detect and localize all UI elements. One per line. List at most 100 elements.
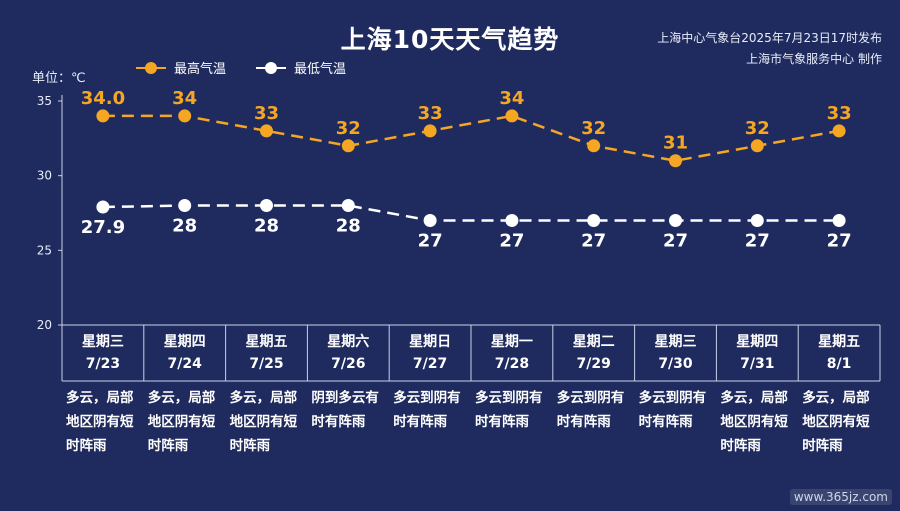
y-tick-label: 20 [37, 318, 52, 332]
day-header: 星期日 7/27 [389, 325, 471, 381]
low-temp-line [102, 204, 840, 222]
legend-marker-high [136, 61, 166, 74]
low-temp-label: 27 [663, 230, 688, 251]
low-temp-label: 27 [418, 230, 443, 251]
legend-item-low: 最低气温 [256, 58, 346, 77]
weather-description: 多云，局部地区阴有短时阵雨 [229, 390, 298, 454]
legend-label-high: 最高气温 [174, 62, 227, 77]
weather-description: 多云，局部地区阴有短时阵雨 [66, 390, 134, 454]
low-temp-point [423, 213, 437, 227]
day-header: 星期二 7/29 [553, 325, 635, 381]
low-temp-point [832, 213, 846, 227]
day-header: 星期三 7/23 [62, 325, 144, 381]
weekday-label: 星期三 [654, 334, 697, 350]
high-temp-point [505, 109, 519, 123]
high-temp-point [587, 139, 601, 153]
high-temp-point [750, 139, 764, 153]
unit-label: 单位：℃ [32, 71, 86, 86]
legend-label-low: 最低气温 [294, 62, 347, 77]
high-temp-label: 33 [254, 103, 279, 124]
date-label: 7/26 [331, 356, 366, 372]
high-temp-point [832, 124, 846, 138]
source-line-2: 上海市气象服务中心 制作 [746, 52, 882, 66]
date-label: 7/29 [576, 356, 611, 372]
weather-description: 多云，局部地区阴有短时阵雨 [720, 390, 788, 454]
day-header: 星期五 8/1 [798, 325, 880, 381]
high-temp-label: 33 [827, 103, 852, 124]
weather-description: 多云到阴有时有阵雨 [393, 390, 461, 430]
chart-title: 上海10天天气趋势 [340, 25, 560, 54]
y-tick-label: 25 [37, 243, 52, 257]
day-header: 星期四 7/31 [716, 325, 798, 381]
day-header: 星期三 7/30 [635, 325, 717, 381]
weather-description: 多云到阴有时有阵雨 [556, 390, 625, 430]
low-temp-label: 28 [336, 216, 361, 237]
high-temp-label: 34 [499, 88, 524, 109]
weather-description: 多云，局部地区阴有短时阵雨 [802, 390, 870, 454]
low-temp-point [669, 213, 682, 227]
source-info: 上海中心气象台2025年7月23日17时发布 上海市气象服务中心 制作 [657, 28, 882, 70]
day-header: 星期六 7/26 [307, 325, 389, 381]
date-label: 7/27 [412, 356, 448, 372]
legend: 最高气温 最低气温 [136, 58, 346, 77]
date-label: 7/24 [167, 356, 202, 372]
low-temp-point [178, 199, 192, 213]
weekday-label: 星期六 [327, 334, 370, 350]
date-label: 7/28 [494, 356, 530, 372]
date-label: 7/23 [85, 356, 121, 372]
low-temp-label: 28 [254, 216, 279, 237]
low-temp-label: 27 [581, 230, 606, 251]
weekday-label: 星期五 [245, 334, 288, 350]
date-label: 7/31 [740, 356, 775, 372]
weekday-label: 星期三 [81, 334, 124, 350]
low-temp-point [505, 213, 519, 227]
low-temp-label: 27 [499, 230, 524, 251]
weekday-label: 星期二 [572, 334, 615, 350]
watermark: www.365jz.com [789, 489, 892, 505]
high-temp-point [423, 124, 437, 138]
low-temp-point [341, 199, 355, 213]
low-temp-point [587, 213, 601, 227]
high-temp-label: 31 [663, 133, 688, 154]
weather-description: 多云到阴有时有阵雨 [638, 390, 707, 430]
low-temp-point [96, 200, 110, 214]
high-temp-label: 34.0 [81, 88, 125, 109]
high-temp-label: 32 [336, 118, 361, 139]
high-temp-point [96, 109, 110, 123]
high-temp-point [669, 154, 682, 168]
low-temp-label: 28 [172, 216, 197, 237]
day-header: 星期四 7/24 [144, 325, 226, 381]
date-label: 7/30 [658, 356, 693, 372]
y-tick-label: 30 [37, 169, 52, 183]
low-temp-label: 27.9 [81, 217, 125, 238]
weekday-label: 星期四 [163, 334, 206, 350]
high-temp-line [102, 114, 840, 163]
source-line-1: 上海中心气象台2025年7月23日17时发布 [657, 31, 882, 45]
high-temp-point [178, 109, 192, 123]
legend-marker-low [256, 61, 287, 74]
date-label: 7/25 [249, 356, 284, 372]
high-temp-label: 32 [745, 118, 770, 139]
day-header: 星期一 7/28 [471, 325, 553, 381]
low-temp-point [750, 213, 764, 227]
high-temp-label: 34 [172, 88, 197, 109]
legend-item-high: 最高气温 [136, 58, 226, 77]
weekday-label: 星期四 [736, 334, 779, 350]
low-temp-point [260, 199, 273, 213]
weather-description: 多云，局部地区阴有短时阵雨 [147, 390, 216, 454]
low-temp-label: 27 [745, 230, 770, 251]
y-tick-label: 35 [37, 94, 52, 108]
weekday-label: 星期日 [409, 334, 452, 350]
weather-description: 多云到阴有时有阵雨 [475, 390, 543, 430]
weekday-label: 星期一 [490, 334, 533, 350]
high-temp-label: 32 [581, 118, 606, 139]
high-temp-point [341, 139, 355, 153]
day-header: 星期五 7/25 [226, 325, 308, 381]
high-temp-label: 33 [418, 103, 443, 124]
low-temp-label: 27 [827, 230, 852, 251]
high-temp-point [260, 124, 273, 138]
weather-description: 阴到多云有时有阵雨 [311, 390, 379, 430]
date-label: 8/1 [826, 356, 852, 372]
weekday-label: 星期五 [818, 334, 861, 350]
